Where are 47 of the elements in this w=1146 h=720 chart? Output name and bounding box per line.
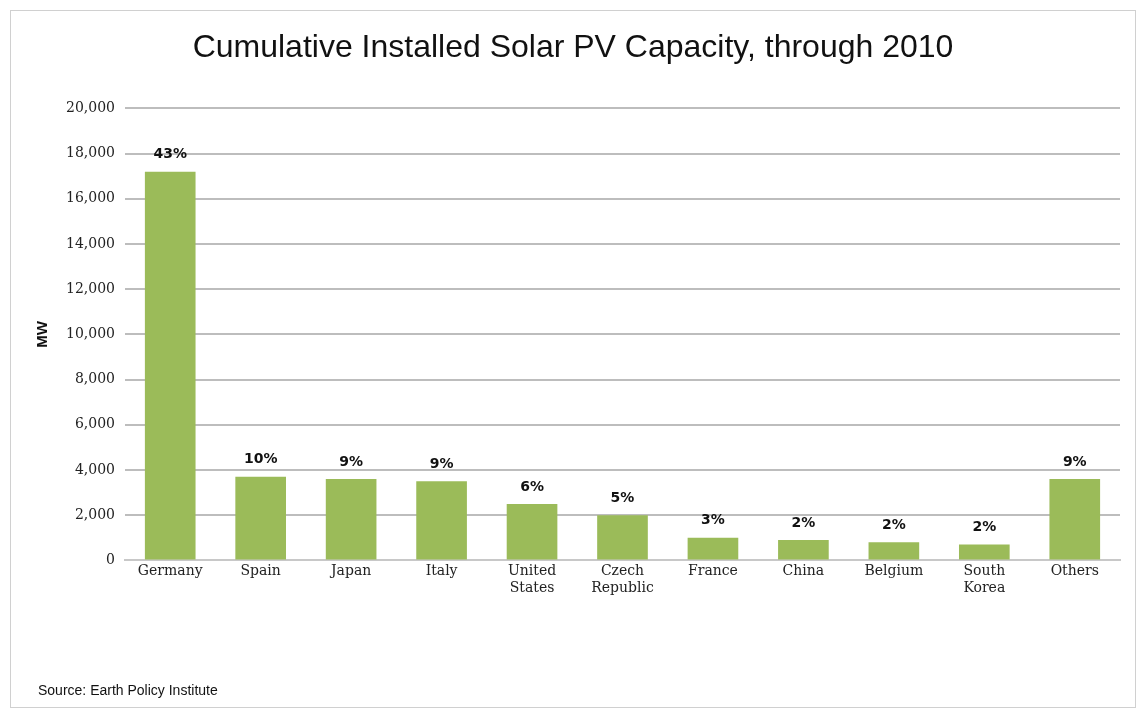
x-tick-label: Japan	[328, 562, 372, 579]
y-tick-label: 4,000	[74, 460, 115, 477]
y-axis-title: MW	[33, 320, 51, 348]
bar	[597, 515, 648, 560]
x-tick-label: France	[688, 562, 738, 579]
y-tick-label: 10,000	[65, 325, 115, 342]
x-tick-label: Others	[1050, 562, 1099, 579]
annotation: 2%	[791, 513, 816, 530]
annotation: 2%	[881, 515, 906, 532]
annotation: 43%	[153, 145, 187, 162]
x-tick-label: United States	[507, 562, 557, 596]
bar	[325, 479, 377, 560]
bar	[416, 481, 467, 560]
x-tick-label: South Korea	[963, 562, 1006, 596]
bar	[687, 537, 739, 560]
y-tick-label: 18,000	[65, 144, 115, 161]
y-tick-label: 2,000	[74, 505, 115, 522]
bar	[1049, 479, 1101, 560]
annotation: 2%	[972, 518, 997, 535]
y-tick-label: 20,000	[65, 99, 115, 116]
annotation: 6%	[520, 477, 544, 494]
annotation: 9%	[1062, 452, 1087, 469]
y-tick-label: 6,000	[74, 415, 115, 432]
bar	[958, 544, 1010, 560]
bar	[144, 171, 196, 560]
y-tick-label: 16,000	[65, 189, 115, 206]
source-note: Source: Earth Policy Institute	[38, 682, 218, 698]
bar	[868, 542, 920, 560]
chart-title: Cumulative Installed Solar PV Capacity, through 2010	[191, 28, 955, 65]
x-tick-label: Italy	[425, 562, 458, 579]
y-tick-label: 12,000	[65, 279, 115, 296]
bar	[506, 503, 558, 560]
bar	[235, 476, 286, 560]
y-tick-label: 8,000	[74, 370, 115, 387]
annotation: 9%	[339, 452, 364, 469]
annotation: 10%	[243, 450, 278, 467]
annotation: 3%	[701, 511, 725, 528]
bar	[778, 540, 829, 560]
annotation: 9%	[429, 454, 454, 471]
x-tick-label: Belgium	[864, 562, 924, 579]
annotation: 5%	[610, 488, 635, 505]
x-tick-label: China	[782, 562, 825, 579]
x-tick-label: Czech Republic	[591, 562, 654, 596]
x-tick-label: Germany	[137, 562, 203, 579]
y-tick-label: 0	[106, 551, 115, 568]
x-tick-label: Spain	[240, 562, 281, 579]
y-tick-label: 14,000	[65, 234, 115, 251]
